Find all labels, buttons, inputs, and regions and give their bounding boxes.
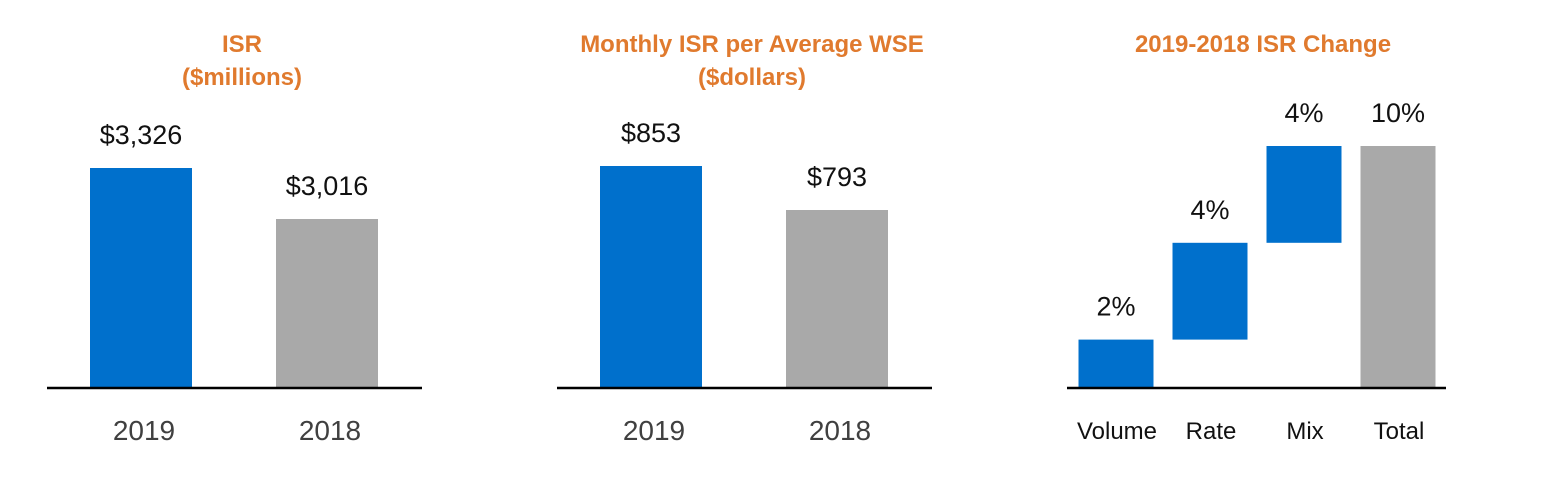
isr-change-chart: 2019-2018 ISR Change 2% 4% 4% 10% Volume Ra… xyxy=(1067,31,1446,445)
monthly-isr-chart-bars: $853 $793 xyxy=(600,118,888,388)
isr-change-chart-data-label-mix: 4% xyxy=(1284,98,1323,128)
isr-change-chart-tick-rate: Rate xyxy=(1186,418,1237,445)
isr-chart-title-line-1: ISR xyxy=(222,31,262,58)
monthly-isr-chart-bar-2018 xyxy=(786,210,888,388)
isr-chart-bar-2018 xyxy=(276,219,378,388)
isr-chart: ISR ($millions) $3,326 $3,016 2019 2018 xyxy=(47,31,422,446)
monthly-isr-chart-data-label-2018: $793 xyxy=(807,162,867,192)
isr-change-chart-data-label-rate: 4% xyxy=(1190,195,1229,225)
isr-chart-tick-2018: 2018 xyxy=(299,415,361,446)
isr-change-chart-bar-volume xyxy=(1078,339,1154,388)
isr-chart-bar-2019 xyxy=(90,168,192,388)
isr-chart-title-line-2: ($millions) xyxy=(182,64,302,91)
isr-change-chart-bar-mix xyxy=(1266,146,1342,243)
isr-change-chart-data-label-total: 10% xyxy=(1371,98,1425,128)
isr-change-chart-bars: 2% 4% 4% 10% xyxy=(1078,98,1436,388)
isr-chart-data-label-2019: $3,326 xyxy=(100,120,183,150)
monthly-isr-chart-tick-2018: 2018 xyxy=(809,415,871,446)
isr-change-chart-data-label-volume: 2% xyxy=(1096,292,1135,322)
isr-change-chart-tick-total: Total xyxy=(1374,418,1425,445)
monthly-isr-chart: Monthly ISR per Average WSE ($dollars) $… xyxy=(557,31,932,446)
isr-chart-data-label-2018: $3,016 xyxy=(286,171,369,201)
isr-chart-bars: $3,326 $3,016 xyxy=(90,120,378,388)
monthly-isr-chart-bar-2019 xyxy=(600,166,702,388)
monthly-isr-chart-title-line-2: ($dollars) xyxy=(698,64,806,91)
isr-change-chart-bar-total xyxy=(1360,146,1436,388)
monthly-isr-chart-data-label-2019: $853 xyxy=(621,118,681,148)
monthly-isr-chart-tick-2019: 2019 xyxy=(623,415,685,446)
isr-change-chart-tick-volume: Volume xyxy=(1077,418,1157,445)
isr-change-chart-bar-rate xyxy=(1172,242,1248,340)
isr-change-chart-tick-mix: Mix xyxy=(1286,418,1323,445)
monthly-isr-chart-title-line-1: Monthly ISR per Average WSE xyxy=(580,31,924,58)
isr-chart-tick-2019: 2019 xyxy=(113,415,175,446)
isr-change-chart-title: 2019-2018 ISR Change xyxy=(1135,31,1391,58)
